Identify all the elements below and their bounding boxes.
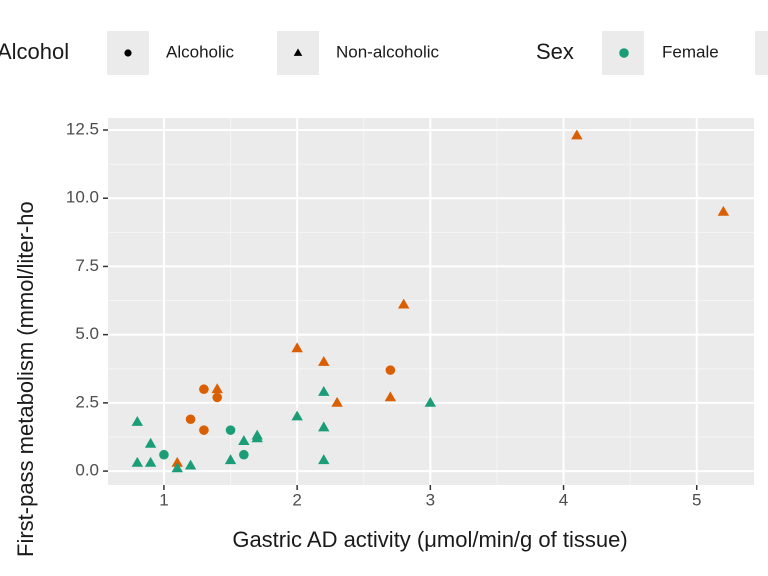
legend-symbol	[619, 48, 629, 58]
point	[251, 432, 263, 443]
point	[239, 449, 249, 460]
legend-symbol	[293, 48, 303, 56]
x-tick-label: 2	[292, 490, 301, 509]
point	[159, 449, 169, 460]
x-tick-label: 1	[159, 490, 168, 509]
legend-title: Alcohol	[0, 39, 69, 64]
legend-label: Female	[662, 42, 719, 61]
legend-label: Alcoholic	[166, 42, 235, 61]
x-tick-label: 5	[692, 490, 701, 509]
point	[291, 410, 303, 421]
y-tick-label: 0.0	[75, 461, 99, 480]
point	[144, 456, 157, 467]
point	[318, 421, 330, 432]
point	[318, 355, 330, 366]
legend-symbol	[124, 49, 132, 57]
point	[144, 437, 157, 448]
point	[571, 129, 583, 140]
y-axis-title: First-pass metabolism (mmol/liter-ho	[13, 201, 38, 557]
point	[318, 385, 330, 396]
point	[225, 425, 236, 435]
y-tick-label: 7.5	[75, 256, 99, 275]
legend-title: Sex	[536, 39, 574, 64]
point	[212, 392, 223, 403]
legend-key	[755, 31, 768, 75]
y-tick-label: 2.5	[75, 392, 99, 411]
point	[238, 435, 250, 445]
point	[131, 415, 144, 426]
y-tick-label: 5.0	[75, 324, 99, 343]
point	[171, 462, 183, 473]
y-tick-label: 12.5	[66, 119, 99, 138]
x-tick-label: 3	[426, 490, 435, 509]
point	[171, 456, 183, 467]
legend-label: Non-alcoholic	[336, 42, 439, 61]
point	[224, 454, 237, 465]
point	[199, 384, 209, 395]
point	[384, 391, 397, 402]
point	[424, 396, 437, 407]
point	[397, 298, 410, 309]
x-axis-title: Gastric AD activity (μmol/min/g of tissu…	[232, 527, 627, 552]
point	[291, 342, 303, 353]
x-tick-label: 4	[559, 490, 568, 509]
point	[184, 459, 197, 470]
y-tick-label: 10.0	[66, 188, 99, 207]
point	[131, 456, 144, 467]
point	[199, 425, 209, 435]
point	[717, 205, 730, 216]
point	[211, 383, 223, 394]
point	[331, 396, 343, 407]
point	[185, 414, 196, 425]
point	[385, 365, 396, 375]
point	[318, 454, 330, 465]
